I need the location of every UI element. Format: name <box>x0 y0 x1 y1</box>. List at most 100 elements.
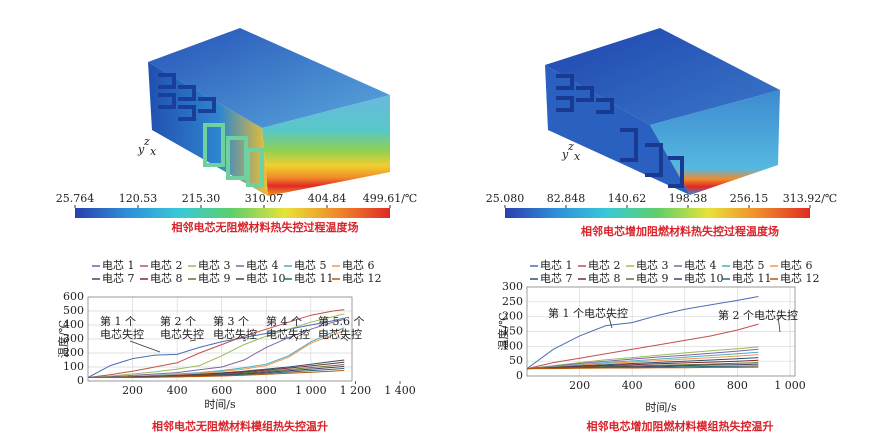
annotation: 第 5.6 个 <box>318 314 365 328</box>
legend-label: 电芯 5 <box>732 258 765 272</box>
colorbar <box>75 208 390 218</box>
colorbar-tick-label: 404.84 <box>308 192 347 205</box>
legend-label: 电芯 5 <box>294 258 327 272</box>
legend-label: 电芯 12 <box>780 271 820 285</box>
x-tick-label: 200 <box>569 379 590 392</box>
y-axis-label: 温度/℃ <box>496 312 510 350</box>
x-tick-label: 200 <box>122 384 143 397</box>
legend-label: 电芯 10 <box>246 271 286 285</box>
legend-label: 电芯 3 <box>198 258 231 272</box>
annotation-arrow <box>242 339 247 342</box>
y-tick-label: 600 <box>63 290 84 303</box>
colorbar-tick-label: 499.61/℃ <box>363 192 418 205</box>
axis-triad-label: z <box>567 140 574 153</box>
series-line <box>88 369 345 378</box>
annotation: 第 1 个 <box>100 314 136 328</box>
x-tick-label: 400 <box>622 379 643 392</box>
annotation: 电芯失控 <box>213 327 257 341</box>
series-line <box>526 348 759 370</box>
annotation: 电芯失控 <box>160 327 204 341</box>
annotation: 第 4 个 <box>266 314 302 328</box>
colorbar-tick-label: 256.15 <box>730 192 769 205</box>
y-tick-label: 300 <box>502 280 523 293</box>
legend-label: 电芯 2 <box>588 258 621 272</box>
annotation: 第 2 个 <box>160 314 196 328</box>
x-tick-label: 400 <box>167 384 188 397</box>
legend-label: 电芯 11 <box>294 271 334 285</box>
series-line <box>87 317 345 378</box>
plot-frame <box>87 296 353 382</box>
annotation-arrow <box>129 340 161 353</box>
y-tick-label: 100 <box>63 360 84 373</box>
plot-frame <box>526 286 796 377</box>
annotation-arrow <box>295 335 299 342</box>
colorbar-title: 相邻电芯无阻燃材料热失控过程温度场 <box>172 220 359 234</box>
x-axis-label: 时间/s <box>645 401 677 414</box>
annotation: 第 3 个 <box>213 314 249 328</box>
y-tick-label: 200 <box>502 310 523 323</box>
legend-label: 电芯 7 <box>540 271 573 285</box>
colorbar-tick-label: 310.07 <box>245 192 284 205</box>
annotation-arrow <box>607 313 613 329</box>
x-tick-label: 1 000 <box>295 384 327 397</box>
annotation-arrow <box>777 315 781 333</box>
axis-triad-label: x <box>150 145 157 158</box>
axis-triad-label: z <box>143 135 150 148</box>
legend-label: 电芯 11 <box>732 271 772 285</box>
legend-label: 电芯 8 <box>588 271 621 285</box>
series-line <box>87 309 345 378</box>
legend-label: 电芯 3 <box>636 258 669 272</box>
y-tick-label: 250 <box>502 295 523 308</box>
legend-label: 电芯 6 <box>780 258 813 272</box>
series-line <box>87 318 345 378</box>
x-tick-label: 600 <box>211 384 232 397</box>
legend-label: 电芯 8 <box>150 271 183 285</box>
annotation: 电芯失控 <box>266 327 310 341</box>
y-tick-label: 500 <box>63 304 84 317</box>
colorbar-tick-label: 120.53 <box>119 192 158 205</box>
axis-triad-label: x <box>574 150 581 163</box>
colorbar-tick-label: 82.848 <box>547 192 586 205</box>
series-line <box>526 296 759 370</box>
colorbar-tick-label: 140.62 <box>608 192 647 205</box>
series-line <box>526 346 759 370</box>
y-tick-label: 400 <box>63 318 84 331</box>
y-tick-label: 0 <box>516 369 523 382</box>
legend-label: 电芯 10 <box>684 271 724 285</box>
legend-label: 电芯 4 <box>684 258 717 272</box>
legend-label: 电芯 1 <box>540 258 573 272</box>
x-axis-label: 时间/s <box>204 398 236 411</box>
colorbar-tick-label: 25.080 <box>486 192 525 205</box>
temperature-render-left <box>148 28 390 196</box>
colorbar <box>505 208 810 218</box>
legend-label: 电芯 6 <box>342 258 375 272</box>
x-tick-label: 800 <box>256 384 277 397</box>
annotation: 电芯失控 <box>100 327 144 341</box>
legend-label: 电芯 9 <box>636 271 669 285</box>
y-axis-label: 温度/℃ <box>56 320 70 358</box>
temperature-render-right <box>545 28 780 195</box>
series-line <box>87 313 345 378</box>
y-tick-label: 200 <box>63 346 84 359</box>
legend-label: 电芯 7 <box>102 271 135 285</box>
axis-triad-label: y <box>137 143 145 156</box>
series-line <box>526 323 759 370</box>
legend-label: 电芯 1 <box>102 258 135 272</box>
colorbar-tick-label: 198.38 <box>669 192 708 205</box>
x-tick-label: 1 400 <box>384 384 416 397</box>
annotation: 电芯失控 <box>318 327 362 341</box>
x-tick-label: 1 000 <box>774 379 806 392</box>
axis-triad-label: y <box>561 148 569 161</box>
legend-label: 电芯 12 <box>342 271 382 285</box>
annotation: 第 2 个电芯失控 <box>718 308 798 322</box>
legend-label: 电芯 4 <box>246 258 279 272</box>
legend-label: 电芯 9 <box>198 271 231 285</box>
x-tick-label: 600 <box>674 379 695 392</box>
y-tick-label: 100 <box>502 339 523 352</box>
x-tick-label: 800 <box>727 379 748 392</box>
y-tick-label: 150 <box>502 325 523 338</box>
x-tick-label: 1 200 <box>340 384 372 397</box>
annotation-arrow <box>341 335 349 342</box>
y-tick-label: 0 <box>77 374 84 387</box>
